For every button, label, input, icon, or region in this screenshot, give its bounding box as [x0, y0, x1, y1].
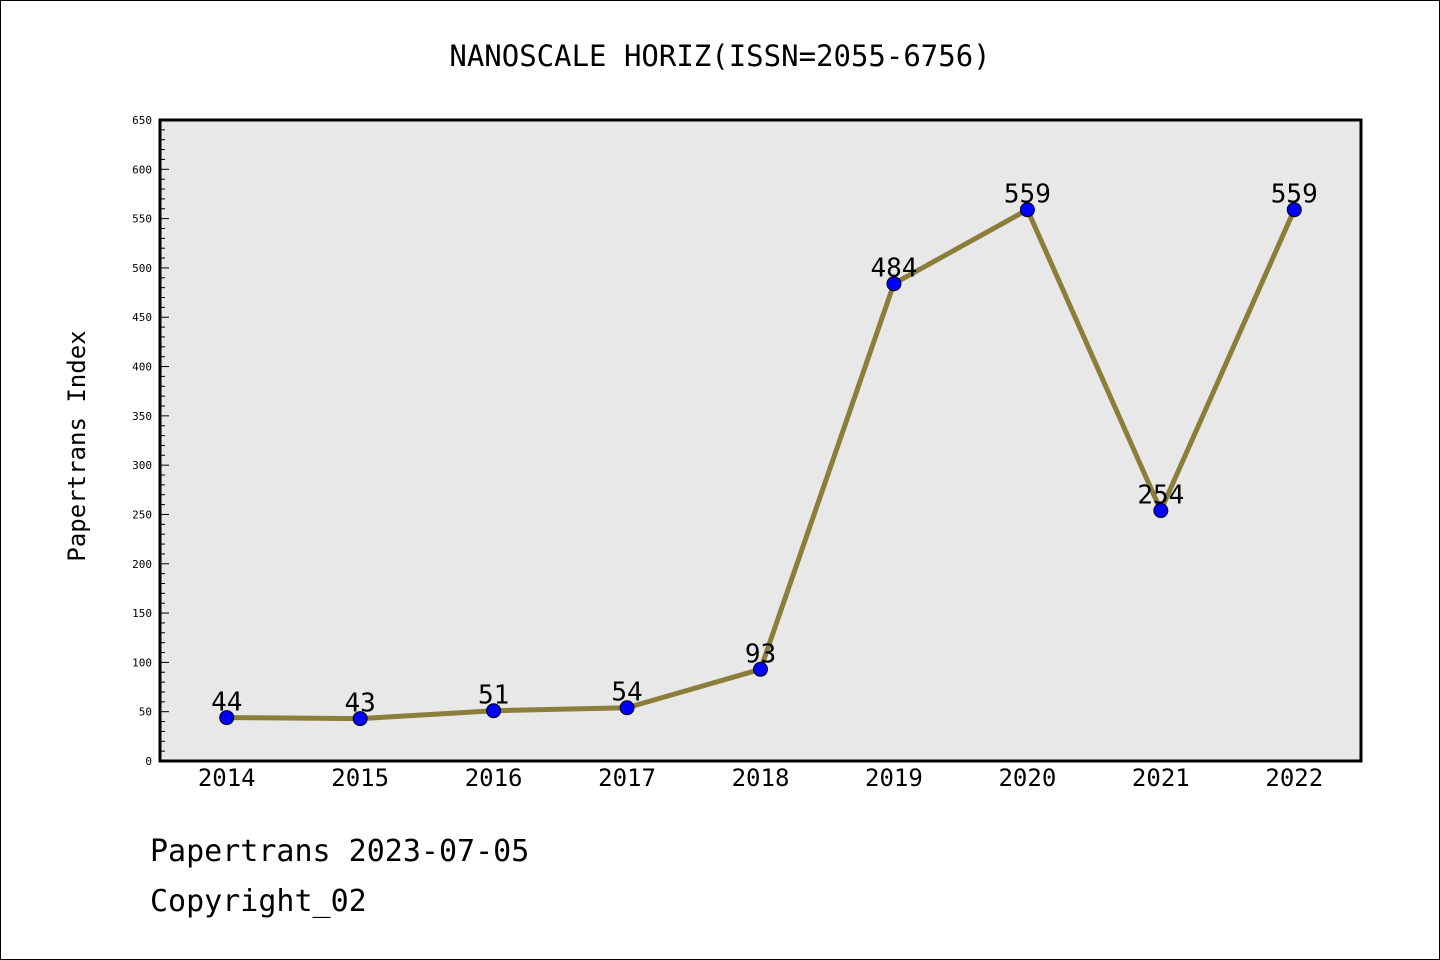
- x-tick-label: 2014: [198, 764, 256, 792]
- y-axis: 0 50 100 150 200 250 300 350 400 450 500 550 600 650: [132, 114, 169, 768]
- data-label: 559: [1004, 180, 1051, 210]
- data-point: [1153, 503, 1169, 519]
- y-tick-label: 500: [132, 262, 152, 275]
- data-label: 54: [611, 678, 642, 708]
- x-tick-label: 2022: [1265, 764, 1323, 792]
- x-tick-label: 2018: [732, 764, 790, 792]
- data-point: [486, 703, 502, 719]
- data-point: [1286, 202, 1302, 218]
- data-label: 51: [478, 681, 509, 711]
- x-tick-label: 2019: [865, 764, 923, 792]
- data-label: 93: [745, 639, 776, 669]
- y-tick-label: 100: [132, 656, 152, 669]
- y-tick-label: 450: [132, 311, 152, 324]
- data-labels: 44 43 51 54 93 484 559 254 559: [211, 180, 1318, 719]
- x-tick-label: 2017: [598, 764, 656, 792]
- data-label: 43: [345, 689, 376, 719]
- x-axis: 2014 2015 2016 2017 2018 2019 2020 2021 2022: [198, 764, 1323, 792]
- x-tick-label: 2020: [998, 764, 1056, 792]
- y-tick-label: 150: [132, 607, 152, 620]
- data-label: 44: [211, 688, 242, 718]
- series-markers: [219, 202, 1302, 727]
- data-point: [1019, 202, 1035, 218]
- data-point: [619, 700, 635, 716]
- data-point: [352, 711, 368, 727]
- y-tick-label: 600: [132, 163, 152, 176]
- y-axis-label: Papertrans Index: [63, 330, 91, 561]
- x-tick-label: 2015: [331, 764, 389, 792]
- y-tick-label: 300: [132, 459, 152, 472]
- y-tick-label: 200: [132, 558, 152, 571]
- footer-copyright: Copyright_02: [150, 884, 367, 919]
- y-tick-label: 0: [145, 755, 152, 768]
- data-label: 254: [1137, 481, 1184, 511]
- footer-source: Papertrans 2023-07-05: [150, 834, 530, 869]
- data-point: [753, 661, 768, 677]
- y-tick-label: 50: [139, 706, 152, 719]
- data-point: [219, 710, 235, 726]
- x-tick-label: 2021: [1132, 764, 1190, 792]
- y-tick-label: 250: [132, 508, 152, 521]
- y-tick-label: 400: [132, 361, 152, 374]
- x-tick-label: 2016: [465, 764, 523, 792]
- data-label: 559: [1271, 180, 1318, 210]
- data-label: 484: [870, 254, 917, 284]
- chart-title: NANOSCALE HORIZ(ISSN=2055-6756): [449, 39, 990, 73]
- data-point: [886, 276, 902, 292]
- y-tick-label: 350: [132, 410, 152, 423]
- y-tick-label: 650: [132, 114, 152, 127]
- plot-area: [158, 118, 1363, 763]
- y-tick-label: 550: [132, 213, 152, 226]
